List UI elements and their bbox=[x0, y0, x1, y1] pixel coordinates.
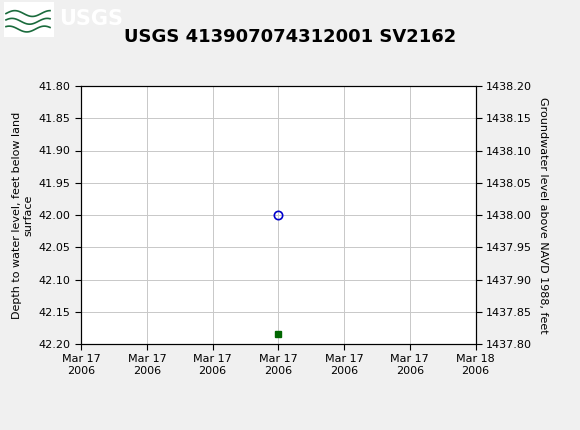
Text: USGS: USGS bbox=[59, 9, 123, 29]
Y-axis label: Groundwater level above NAVD 1988, feet: Groundwater level above NAVD 1988, feet bbox=[538, 97, 548, 333]
Bar bbox=[4, 2, 54, 37]
Y-axis label: Depth to water level, feet below land
surface: Depth to water level, feet below land su… bbox=[12, 111, 33, 319]
Text: USGS 413907074312001 SV2162: USGS 413907074312001 SV2162 bbox=[124, 28, 456, 46]
Legend: Period of approved data: Period of approved data bbox=[188, 427, 368, 430]
